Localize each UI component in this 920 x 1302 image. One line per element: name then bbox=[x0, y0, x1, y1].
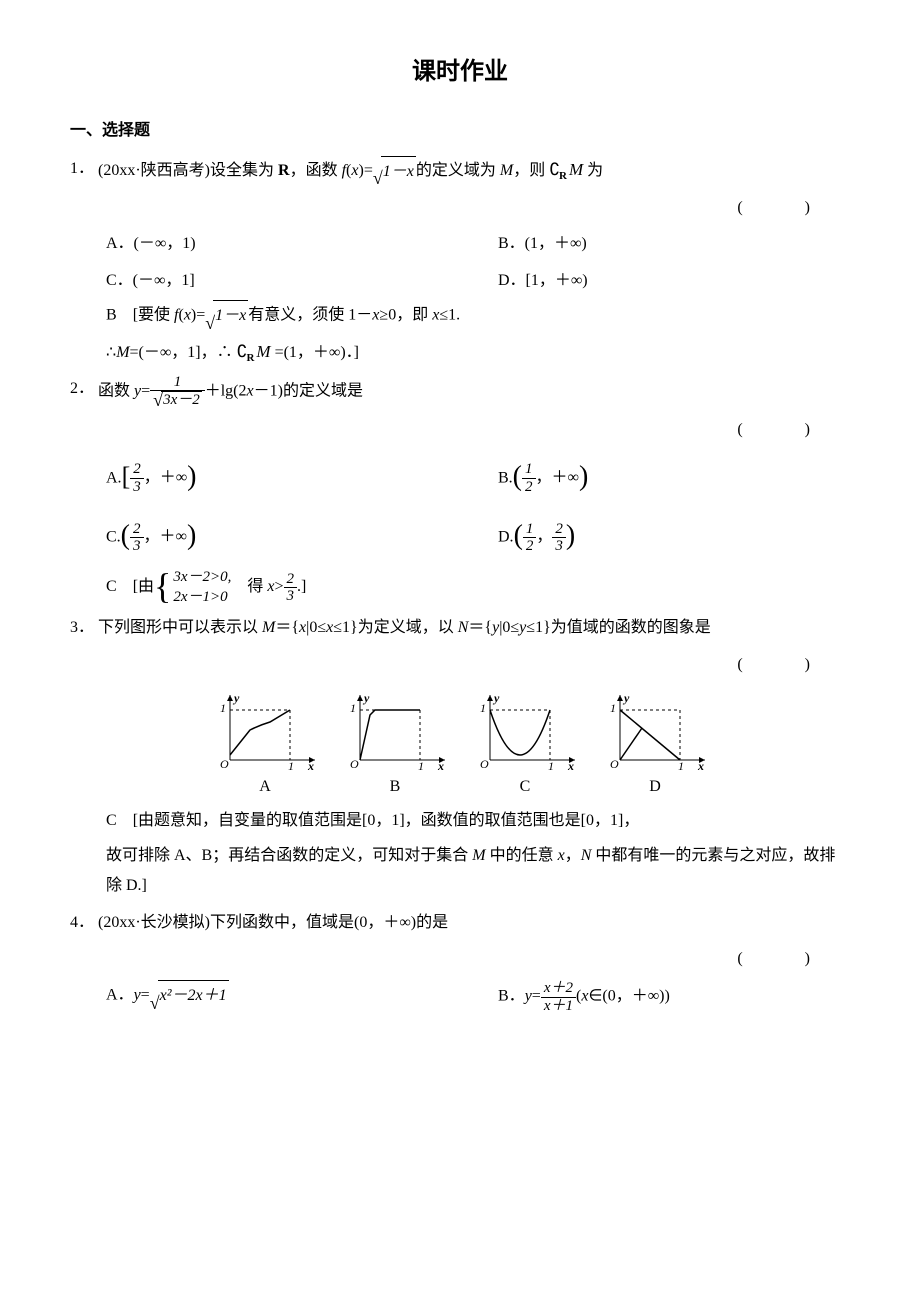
svg-text:x: x bbox=[697, 759, 704, 770]
svg-text:y: y bbox=[622, 691, 630, 705]
options: A．y=√x²－2x＋1 B．y=x＋2x＋1(x∈(0，＋∞)) bbox=[70, 980, 850, 1014]
sqrt-icon: √1－x bbox=[373, 156, 416, 187]
option-a: A.23，＋∞ bbox=[106, 452, 458, 505]
answer-blank: ( ) bbox=[70, 193, 850, 223]
problem-number: 1． bbox=[70, 154, 94, 184]
problem-1: 1． (20xx·陕西高考)设全集为 R，函数 f(x)=√1－x的定义域为 M… bbox=[70, 154, 850, 368]
options: A.23，＋∞ B.12，＋∞ C.23，＋∞ D.12，23 bbox=[70, 452, 850, 564]
options: A．(－∞，1) B．(1，＋∞) C．(－∞，1] D．[1，＋∞) bbox=[70, 229, 850, 296]
svg-text:1: 1 bbox=[610, 701, 616, 715]
complement-symbol: ∁RM bbox=[549, 154, 583, 186]
svg-text:1: 1 bbox=[220, 701, 226, 715]
option-a: A．y=√x²－2x＋1 bbox=[106, 980, 458, 1014]
option-a: A．(－∞，1) bbox=[106, 229, 458, 259]
solution: C [由{3x－2>0,2x－1>0 得 x>23.] bbox=[70, 568, 850, 607]
problem-3: 3． 下列图形中可以表示以 M＝{x|0≤x≤1}为定义域，以 N＝{y|0≤y… bbox=[70, 613, 850, 901]
problem-stem: 函数 y=1√3x－2＋lg(2x－1)的定义域是 bbox=[98, 374, 850, 410]
graph-b: 1 O 1 x y B bbox=[340, 690, 450, 802]
problem-stem: 下列图形中可以表示以 M＝{x|0≤x≤1}为定义域，以 N＝{y|0≤y≤1}… bbox=[98, 613, 850, 643]
graph-options: 1 O 1 x y A 1 O 1 x y bbox=[70, 690, 850, 802]
svg-text:O: O bbox=[610, 757, 619, 770]
option-b: B．(1，＋∞) bbox=[498, 229, 850, 259]
svg-text:O: O bbox=[480, 757, 489, 770]
solution-line2: ∴M=(－∞，1]，∴ ∁RM =(1，＋∞)．] bbox=[70, 336, 850, 368]
problem-stem: (20xx·长沙模拟)下列函数中，值域是(0，＋∞)的是 bbox=[98, 908, 850, 938]
graph-d: 1 O 1 x y D bbox=[600, 690, 710, 802]
solution-line2: 故可排除 A、B；再结合函数的定义，可知对于集合 M 中的任意 x，N 中都有唯… bbox=[70, 841, 850, 902]
svg-text:y: y bbox=[362, 691, 370, 705]
solution: C [由题意知，自变量的取值范围是[0，1]，函数值的取值范围也是[0，1]， bbox=[70, 806, 850, 836]
section-heading: 一、选择题 bbox=[70, 116, 850, 146]
svg-text:1: 1 bbox=[480, 701, 486, 715]
svg-text:1: 1 bbox=[288, 759, 294, 770]
svg-text:1: 1 bbox=[350, 701, 356, 715]
system-brace: {3x－2>0,2x－1>0 bbox=[154, 568, 231, 607]
svg-text:x: x bbox=[437, 759, 444, 770]
graph-c: 1 O 1 x y C bbox=[470, 690, 580, 802]
graph-a: 1 O 1 x y A bbox=[210, 690, 320, 802]
svg-text:O: O bbox=[220, 757, 229, 770]
page-title: 课时作业 bbox=[70, 50, 850, 96]
option-c: C．(－∞，1] bbox=[106, 266, 458, 296]
answer-blank: ( ) bbox=[70, 415, 850, 445]
svg-text:x: x bbox=[567, 759, 574, 770]
svg-text:x: x bbox=[307, 759, 314, 770]
problem-number: 2． bbox=[70, 374, 94, 404]
svg-text:1: 1 bbox=[418, 759, 424, 770]
fraction: 1√3x－2 bbox=[150, 374, 205, 410]
problem-number: 4． bbox=[70, 908, 94, 938]
problem-2: 2． 函数 y=1√3x－2＋lg(2x－1)的定义域是 ( ) A.23，＋∞… bbox=[70, 374, 850, 607]
svg-text:1: 1 bbox=[548, 759, 554, 770]
svg-text:y: y bbox=[232, 691, 240, 705]
option-d: D．[1，＋∞) bbox=[498, 266, 850, 296]
option-b: B．y=x＋2x＋1(x∈(0，＋∞)) bbox=[498, 980, 850, 1014]
answer-blank: ( ) bbox=[70, 944, 850, 974]
problem-number: 3． bbox=[70, 613, 94, 643]
svg-text:O: O bbox=[350, 757, 359, 770]
solution: B [要使 f(x)=√1－x有意义，须使 1－x≥0，即 x≤1. bbox=[70, 300, 850, 331]
option-c: C.23，＋∞ bbox=[106, 511, 458, 564]
answer-blank: ( ) bbox=[70, 650, 850, 680]
svg-text:y: y bbox=[492, 691, 500, 705]
svg-text:1: 1 bbox=[678, 759, 684, 770]
problem-4: 4． (20xx·长沙模拟)下列函数中，值域是(0，＋∞)的是 ( ) A．y=… bbox=[70, 908, 850, 1015]
option-b: B.12，＋∞ bbox=[498, 452, 850, 505]
option-d: D.12，23 bbox=[498, 511, 850, 564]
problem-stem: (20xx·陕西高考)设全集为 R，函数 f(x)=√1－x的定义域为 M，则 … bbox=[98, 154, 850, 187]
